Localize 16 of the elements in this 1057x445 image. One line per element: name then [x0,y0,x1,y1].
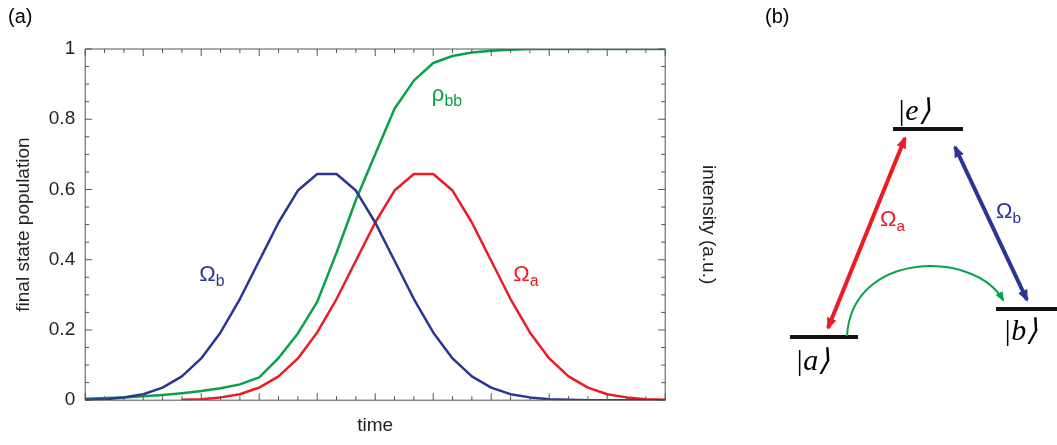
x-axis-title: time [357,413,394,435]
y-tick-label: 0.2 [48,318,76,340]
y-tick-label: 0.6 [48,177,76,199]
text: Ω$_{b}$ [996,198,1022,226]
y-axis-title: final state population [11,137,33,312]
text: |a⟩ [795,343,831,376]
y-tick-label: 1 [64,37,76,59]
text: (b) [765,5,790,27]
text: Ω$_{a}$ [880,206,906,234]
y-tick-label: 0.4 [48,247,76,269]
y2-axis-title: intensity (a.u.) [699,164,721,285]
y-tick-label: 0 [64,388,76,410]
text: |b⟩ [1003,313,1039,346]
text: (a) [8,5,33,27]
text: |e⟩ [897,93,931,126]
y-tick-label: 0.8 [48,107,76,129]
